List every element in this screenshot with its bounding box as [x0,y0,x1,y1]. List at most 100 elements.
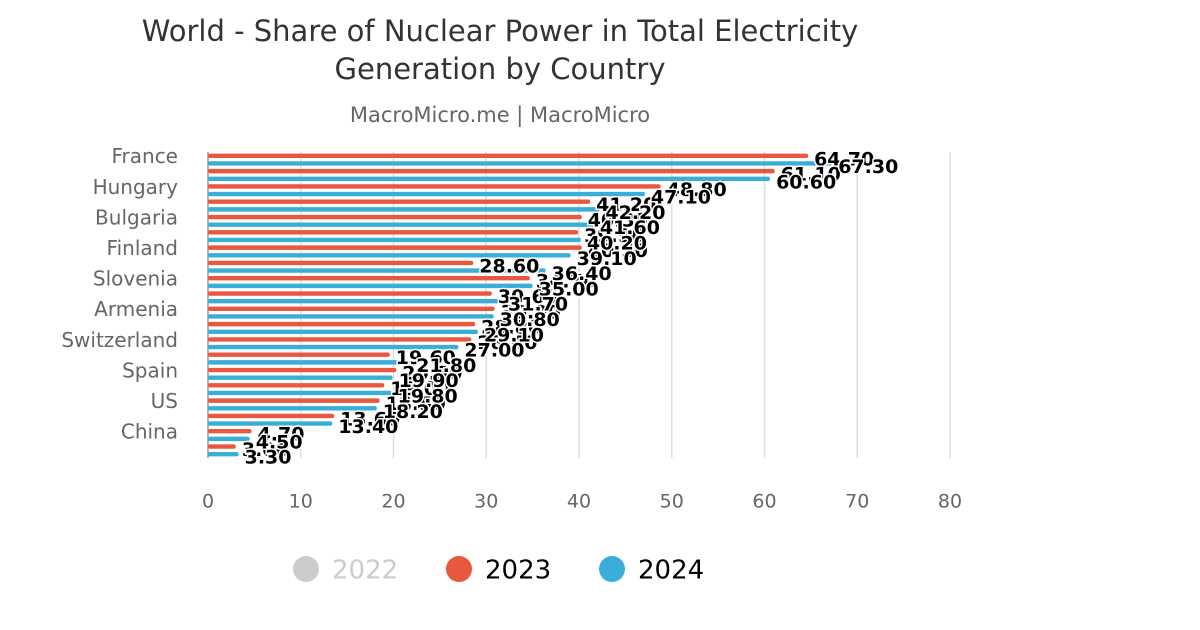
data-label: 18.50 [386,393,446,415]
y-tick-label: Finland [107,236,178,260]
bar [208,214,582,220]
data-label: 19.00 [390,378,450,400]
chart-subtitle: MacroMicro.me | MacroMicro [350,103,650,128]
data-label: 3.00 [242,439,289,461]
bar [208,436,250,442]
bar [208,429,252,434]
bar [208,283,533,289]
y-tick-label: France [111,144,178,168]
bar [208,184,661,189]
x-tick-label: 10 [289,491,313,513]
data-label: 60.60 [776,171,836,193]
data-label: 18.20 [383,401,443,423]
x-tick-label: 80 [938,491,962,513]
y-tick-label: Hungary [93,175,179,199]
data-label: 20.30 [402,363,462,385]
y-tick-label: China [121,420,178,444]
data-label: 64.70 [814,148,874,170]
data-label: 3.30 [245,447,292,469]
data-label: 36.40 [552,263,612,285]
data-label: 31.70 [508,294,568,316]
bar [208,291,492,296]
legend-label: 2024 [638,556,704,586]
x-tick-label: 60 [752,491,776,513]
data-label: 30.80 [500,309,560,331]
data-label: 30.60 [498,286,558,308]
data-label: 67.30 [838,156,898,178]
bar [208,253,571,258]
data-label: 41.60 [600,217,660,239]
data-label: 27.00 [464,340,524,362]
bar [208,413,335,419]
bar [208,199,591,204]
data-label: 39.90 [584,225,644,247]
data-label: 4.50 [256,431,303,453]
data-label: 40.20 [587,232,647,254]
data-label: 35.00 [539,278,599,300]
y-tick-label: Bulgaria [95,205,178,229]
data-label: 4.70 [258,424,305,446]
bar [208,222,594,227]
y-tick-label: Spain [122,358,178,382]
bar [208,153,809,159]
bar [208,421,333,426]
bar [208,306,495,312]
bar [208,406,377,411]
data-label: 39.10 [577,248,637,270]
data-label: 19.60 [396,347,456,369]
data-label: 13.40 [338,416,398,438]
x-tick-label: 30 [474,491,498,513]
data-label: 30.90 [501,301,561,323]
bar [208,276,530,281]
x-tick-label: 20 [381,491,405,513]
bar [208,207,600,212]
bar [208,367,397,373]
bar [208,161,833,166]
bar [208,444,236,449]
legend-label: 2023 [485,556,551,586]
data-label: 61.10 [781,164,841,186]
data-label: 40.30 [588,240,648,262]
data-label: 29.10 [484,324,544,346]
bar [208,398,380,403]
bar [208,344,459,350]
bar [208,314,494,319]
data-label: 48.80 [667,179,727,201]
bar [208,451,239,457]
data-label: 13.60 [340,408,400,430]
bar [208,352,390,357]
y-tick-label: Slovenia [93,267,178,291]
bar [208,230,579,235]
x-tick-label: 40 [567,491,591,513]
data-label: 28.40 [477,332,537,354]
data-label: 40.30 [588,210,648,232]
y-tick-label: US [151,389,178,413]
chart-title: Generation by Country [335,52,666,86]
legend-marker [293,556,319,582]
bar [208,237,581,243]
x-tick-label: 0 [202,491,214,513]
bar [208,329,478,334]
y-tick-label: Switzerland [61,328,178,352]
bar [208,245,582,250]
legend-marker [599,556,625,582]
data-label: 28.80 [481,317,541,339]
bar [208,375,393,380]
bar [208,268,546,273]
legend-marker [446,556,472,582]
data-label: 19.90 [399,370,459,392]
chart-title: World - Share of Nuclear Power in Total … [142,14,858,48]
bar [208,168,775,174]
data-label: 28.60 [479,255,539,277]
bar [208,260,474,266]
bar [208,321,476,327]
bar [208,176,771,181]
data-label: 21.80 [416,355,476,377]
bar [208,383,385,388]
data-label: 19.80 [398,385,458,407]
legend-label: 2022 [332,556,398,586]
bar [208,390,392,396]
bar [208,337,472,342]
x-tick-label: 70 [845,491,869,513]
